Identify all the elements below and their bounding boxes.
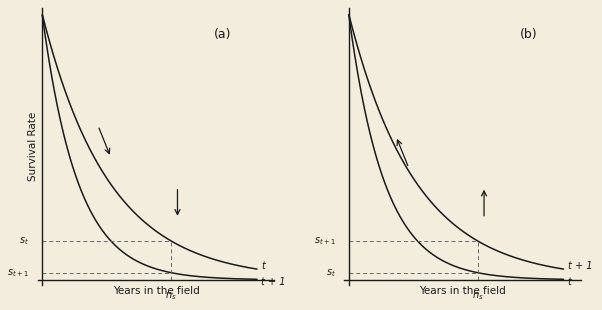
Y-axis label: Survival Rate: Survival Rate <box>28 112 38 181</box>
Text: $s_{t+1}$: $s_{t+1}$ <box>314 235 336 247</box>
Text: $s_{t+1}$: $s_{t+1}$ <box>7 267 29 279</box>
Text: (a): (a) <box>214 28 231 41</box>
Text: $n_s$: $n_s$ <box>166 290 177 302</box>
X-axis label: Years in the field: Years in the field <box>419 286 506 295</box>
Text: t + 1: t + 1 <box>568 261 592 272</box>
Text: $n_s$: $n_s$ <box>472 290 483 302</box>
Text: (b): (b) <box>520 28 538 41</box>
Text: t: t <box>568 277 572 287</box>
X-axis label: Years in the field: Years in the field <box>113 286 199 295</box>
Text: $s_t$: $s_t$ <box>19 235 29 247</box>
Text: t + 1: t + 1 <box>261 277 286 287</box>
Text: $s_t$: $s_t$ <box>326 267 336 279</box>
Text: t: t <box>261 261 265 272</box>
